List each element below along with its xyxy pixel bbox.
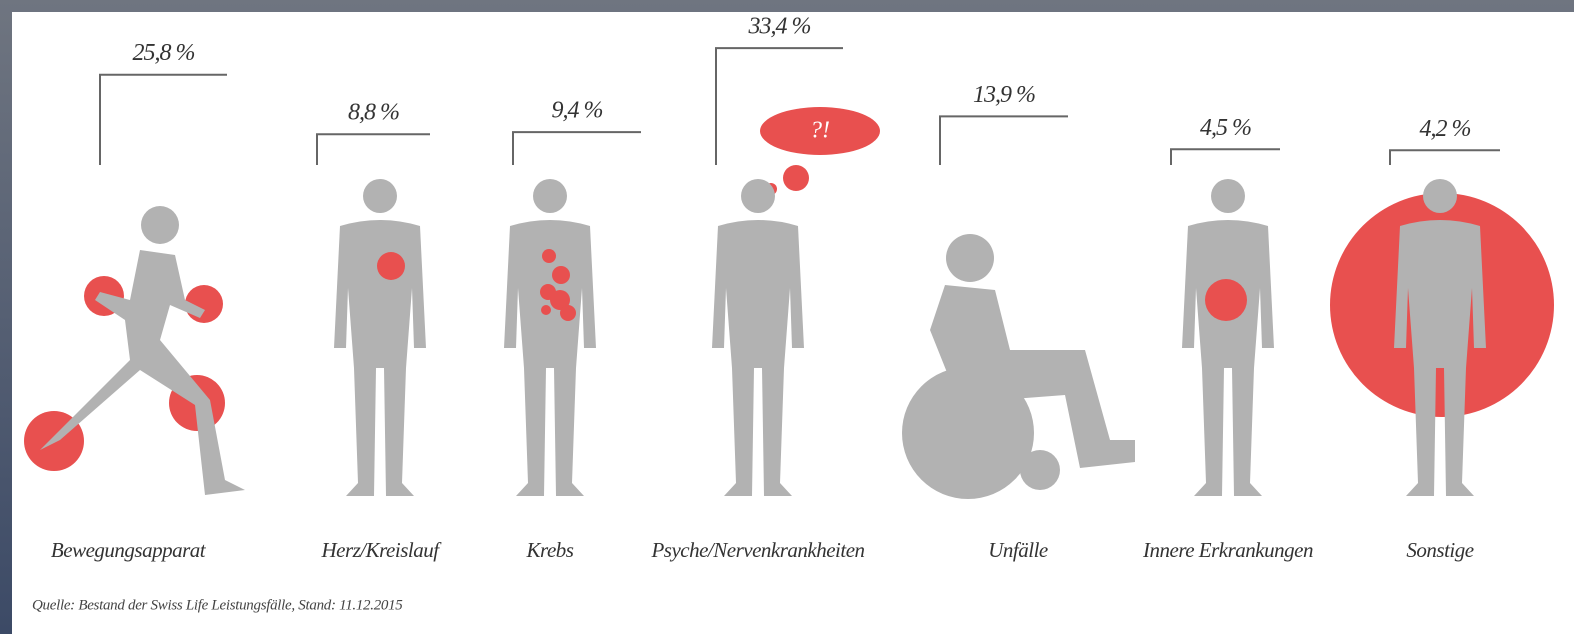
source-note: Quelle: Bestand der Swiss Life Leistungs… <box>32 597 403 613</box>
head <box>363 179 397 213</box>
category-label: Herz/Kreislauf <box>320 538 442 562</box>
wheel-small <box>1020 450 1060 490</box>
head <box>1423 179 1457 213</box>
head <box>946 234 994 282</box>
value-label: 8,8 % <box>348 100 399 126</box>
head <box>141 206 179 244</box>
category-label: Unfälle <box>988 538 1048 562</box>
head <box>1211 179 1245 213</box>
value-label: 33,4 % <box>748 14 811 40</box>
category-label: Innere Erkrankungen <box>1142 538 1313 562</box>
svg-text:?!: ?! <box>810 118 830 144</box>
value-label: 4,2 % <box>1420 116 1471 142</box>
category-label: Bewegungsapparat <box>51 538 207 562</box>
value-label: 13,9 % <box>973 82 1035 108</box>
category-label: Sonstige <box>1406 538 1473 562</box>
category-label: Krebs <box>526 538 574 562</box>
head <box>741 179 775 213</box>
value-label: 4,5 % <box>1200 115 1251 141</box>
category-label: Psyche/Nervenkrankheiten <box>650 538 864 562</box>
infographic: ?! Quelle: Bestand der Swiss Life Leistu… <box>0 0 1574 634</box>
head <box>533 179 567 213</box>
value-label: 9,4 % <box>552 98 603 124</box>
value-label: 25,8 % <box>133 40 195 66</box>
